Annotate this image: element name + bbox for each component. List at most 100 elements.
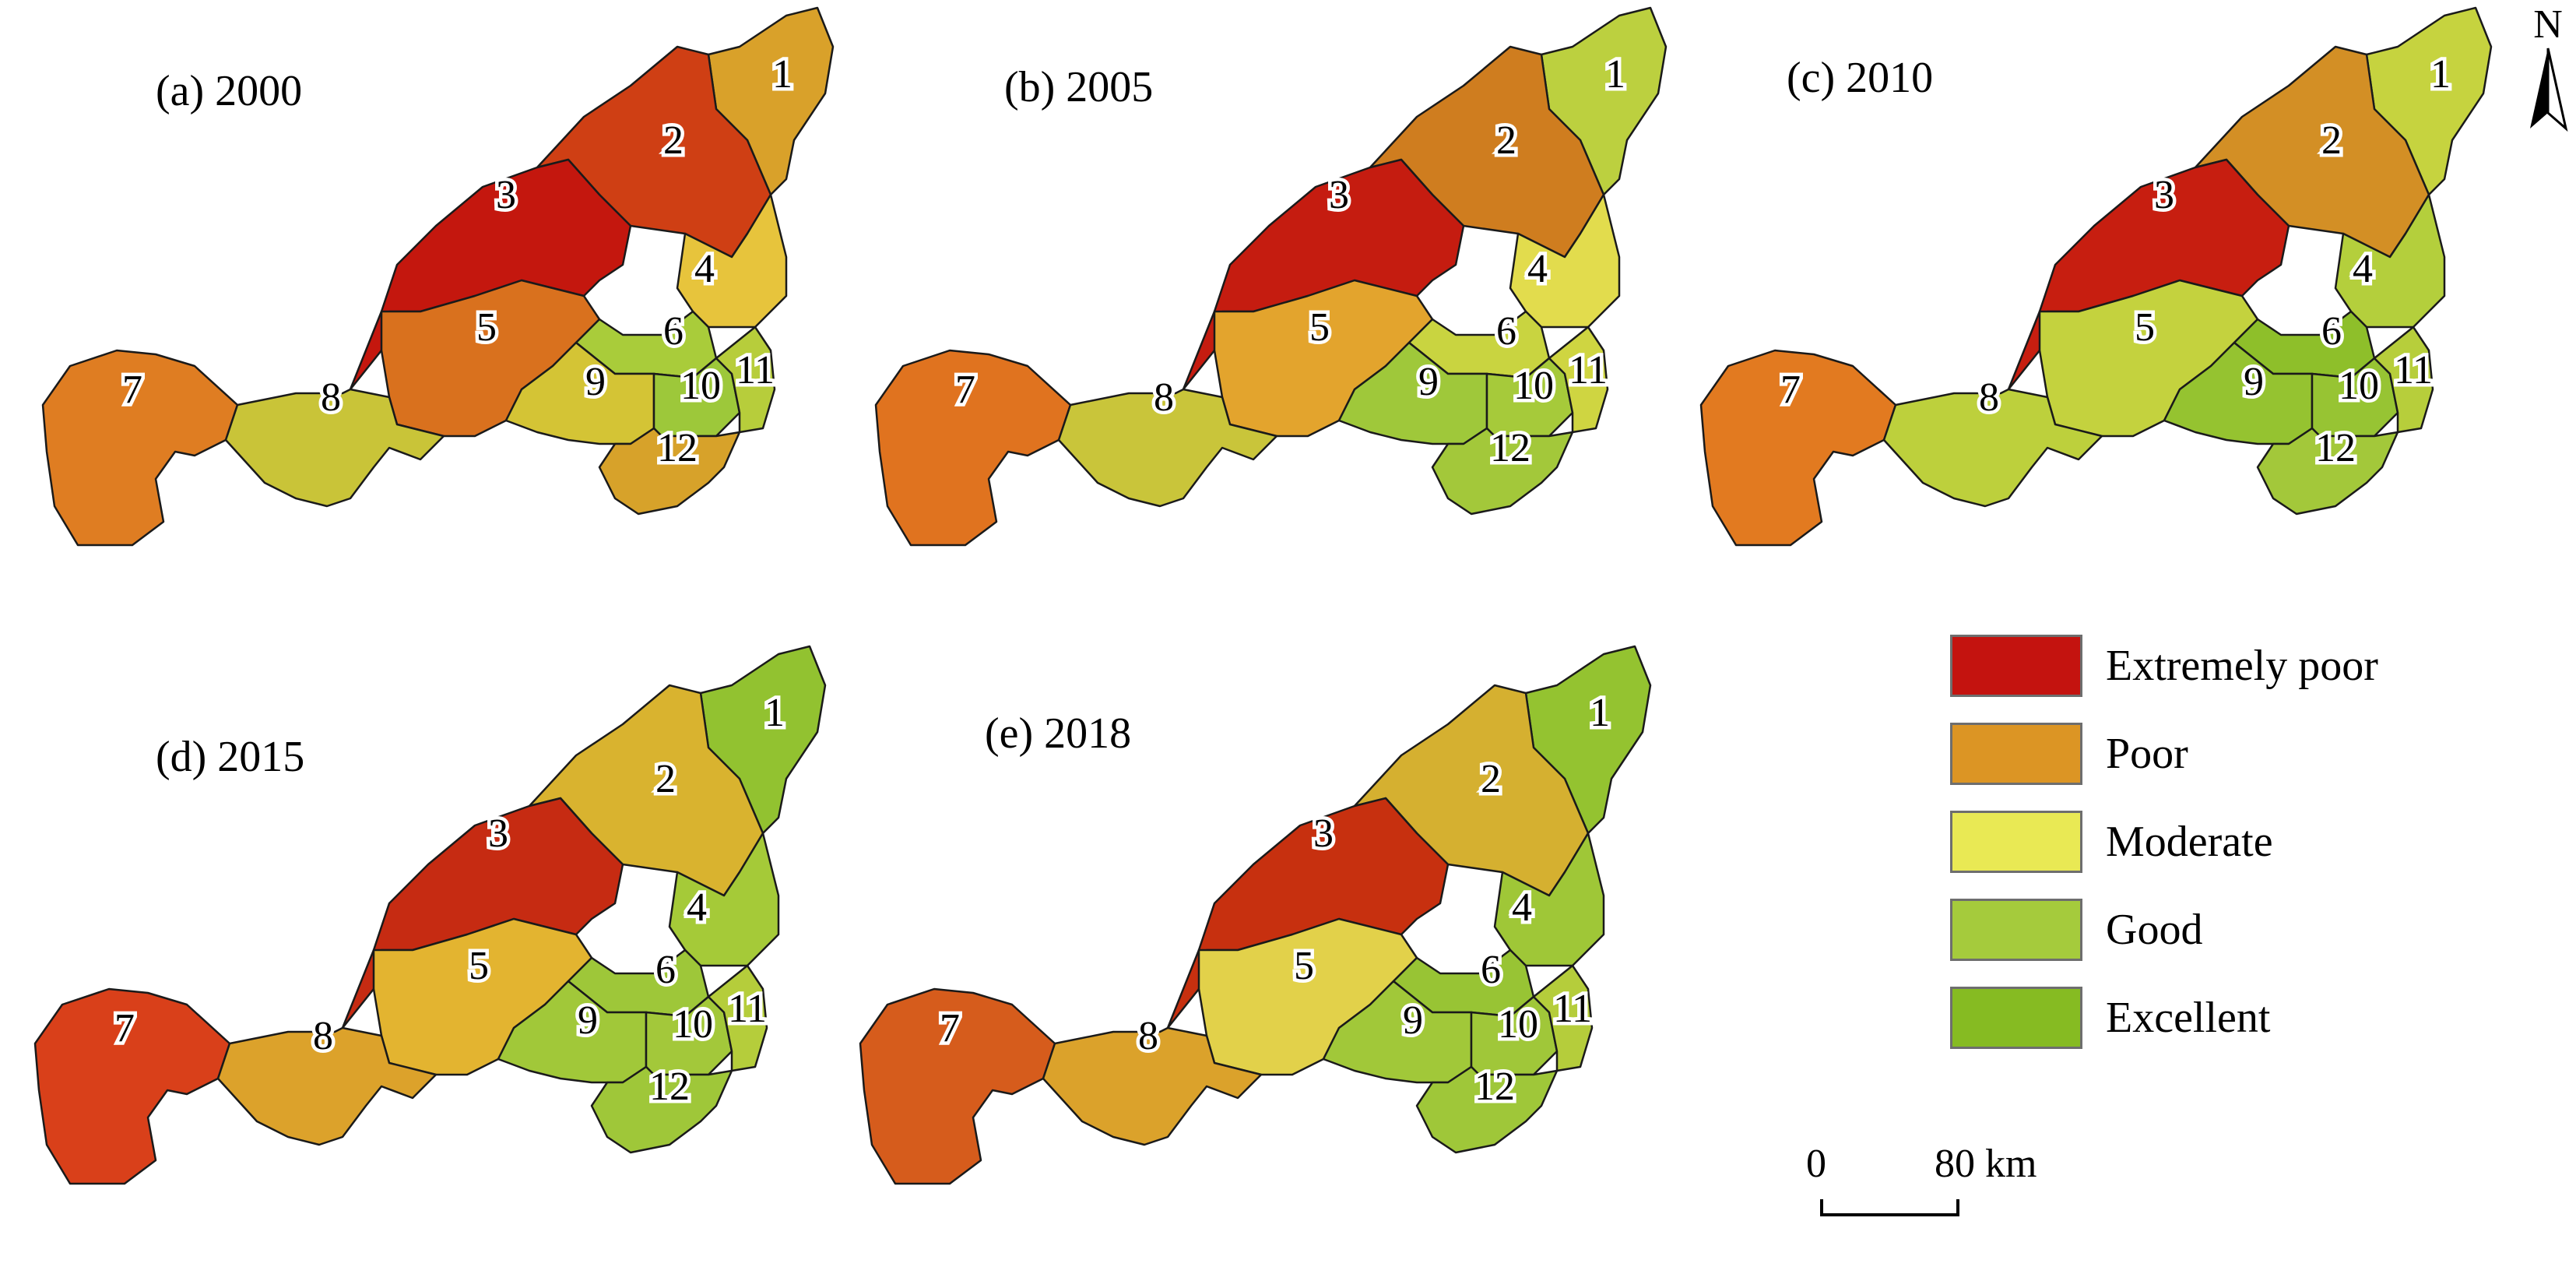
zone-label-3: 3 <box>496 173 516 217</box>
zone-8 <box>224 388 445 508</box>
zone-12 <box>590 1065 733 1154</box>
zone-7 <box>874 349 1072 547</box>
legend-swatch <box>1950 723 2082 785</box>
zone-label-2: 2 <box>1496 118 1516 163</box>
zone-8 <box>1042 1026 1263 1146</box>
zone-label-1: 1 <box>772 52 792 97</box>
zone-label-2: 2 <box>2321 118 2342 163</box>
map-panel-e: 1 2 3 4 5 6 7 8 9 10 11 12 (e) 2018 <box>856 639 1666 1199</box>
scale-bar: 0 80 km <box>1791 1141 2037 1226</box>
zone-8 <box>1882 388 2103 508</box>
zone-label-8: 8 <box>1154 375 1174 420</box>
zone-label-9: 9 <box>1403 998 1423 1043</box>
panel-title: (a) 2000 <box>156 67 303 115</box>
legend-swatch <box>1950 987 2082 1049</box>
panel-title: (c) 2010 <box>1787 54 1934 102</box>
zone-8 <box>216 1026 438 1146</box>
north-label: N <box>2533 2 2563 47</box>
zone-label-6: 6 <box>663 309 684 354</box>
zone-11 <box>715 326 776 434</box>
north-arrow-icon: N <box>2530 2 2568 132</box>
zone-12 <box>1431 427 1574 516</box>
zone-7 <box>41 349 239 547</box>
zone-label-3: 3 <box>1329 173 1349 217</box>
zone-label-11: 11 <box>736 348 775 392</box>
zone-label-5: 5 <box>469 944 489 988</box>
zone-label-2: 2 <box>1481 757 1501 801</box>
zone-label-9: 9 <box>1418 360 1439 404</box>
panel-title: (b) 2005 <box>1004 63 1154 111</box>
zone-label-7: 7 <box>940 1006 960 1051</box>
legend-label: Good <box>2106 906 2203 954</box>
zone-11 <box>1548 326 1609 434</box>
zone-label-3: 3 <box>2154 173 2174 217</box>
zone-label-5: 5 <box>1294 944 1314 988</box>
zone-label-5: 5 <box>476 305 497 350</box>
legend-swatch <box>1950 899 2082 961</box>
legend-swatch <box>1950 635 2082 697</box>
zone-label-12: 12 <box>2315 426 2356 470</box>
zone-label-10: 10 <box>1513 364 1554 408</box>
zone-label-8: 8 <box>321 375 341 420</box>
scale-end-label: 80 km <box>1935 1142 2037 1186</box>
zone-label-1: 1 <box>1590 691 1610 735</box>
zone-label-7: 7 <box>122 368 142 412</box>
zone-label-12: 12 <box>1474 1065 1515 1109</box>
legend-label: Excellent <box>2106 994 2271 1042</box>
zone-11 <box>707 964 768 1072</box>
zone-7 <box>33 987 231 1185</box>
scale-bar-line <box>1820 1199 1959 1216</box>
map-panel-b: 1 2 3 4 5 6 7 8 9 10 11 12 (b) 2005 <box>872 0 1682 561</box>
zone-label-9: 9 <box>2244 360 2264 404</box>
zone-label-11: 11 <box>1569 348 1608 392</box>
zone-label-6: 6 <box>1481 948 1501 992</box>
zone-label-6: 6 <box>655 948 676 992</box>
zone-7 <box>859 987 1056 1185</box>
zone-label-6: 6 <box>2321 309 2342 354</box>
zone-label-8: 8 <box>1979 375 1999 420</box>
zone-12 <box>598 427 741 516</box>
panel-title: (e) 2018 <box>985 709 1132 758</box>
zone-12 <box>1415 1065 1559 1154</box>
zone-label-4: 4 <box>2353 247 2373 291</box>
zone-label-1: 1 <box>2430 52 2451 97</box>
north-arrow: N <box>2521 0 2575 136</box>
legend-label: Extremely poor <box>2106 642 2378 690</box>
map-panel-d: 1 2 3 4 5 6 7 8 9 10 11 12 (d) 2015 <box>31 639 841 1199</box>
zone-label-12: 12 <box>657 426 698 470</box>
zone-label-12: 12 <box>1490 426 1530 470</box>
zone-label-4: 4 <box>694 247 715 291</box>
zone-label-3: 3 <box>488 811 508 856</box>
zone-label-7: 7 <box>1780 368 1801 412</box>
map-panel-c: 1 2 3 4 5 6 7 8 9 10 11 12 (c) 2010 <box>1697 0 2507 561</box>
zone-7 <box>1699 349 1897 547</box>
zone-label-11: 11 <box>728 987 767 1031</box>
zone-label-5: 5 <box>1309 305 1330 350</box>
zone-label-4: 4 <box>1512 885 1532 930</box>
legend-label: Moderate <box>2106 818 2273 866</box>
zone-label-7: 7 <box>955 368 975 412</box>
zone-label-2: 2 <box>663 118 684 163</box>
map-panel-a: 1 2 3 4 5 6 7 8 9 10 11 12 (a) 2000 <box>39 0 849 561</box>
legend-swatch <box>1950 811 2082 873</box>
zone-8 <box>1057 388 1278 508</box>
zone-label-9: 9 <box>585 360 606 404</box>
zone-11 <box>1532 964 1594 1072</box>
legend-label: Poor <box>2106 730 2188 778</box>
zone-label-2: 2 <box>655 757 676 801</box>
zone-label-12: 12 <box>649 1065 690 1109</box>
zone-label-4: 4 <box>687 885 707 930</box>
zone-label-4: 4 <box>1527 247 1548 291</box>
zone-label-1: 1 <box>764 691 785 735</box>
zone-label-8: 8 <box>313 1014 333 1058</box>
zone-label-10: 10 <box>2339 364 2379 408</box>
zone-12 <box>2256 427 2399 516</box>
zone-label-10: 10 <box>673 1002 713 1047</box>
panel-title: (d) 2015 <box>156 733 305 781</box>
zone-label-8: 8 <box>1138 1014 1158 1058</box>
zone-label-10: 10 <box>1498 1002 1538 1047</box>
